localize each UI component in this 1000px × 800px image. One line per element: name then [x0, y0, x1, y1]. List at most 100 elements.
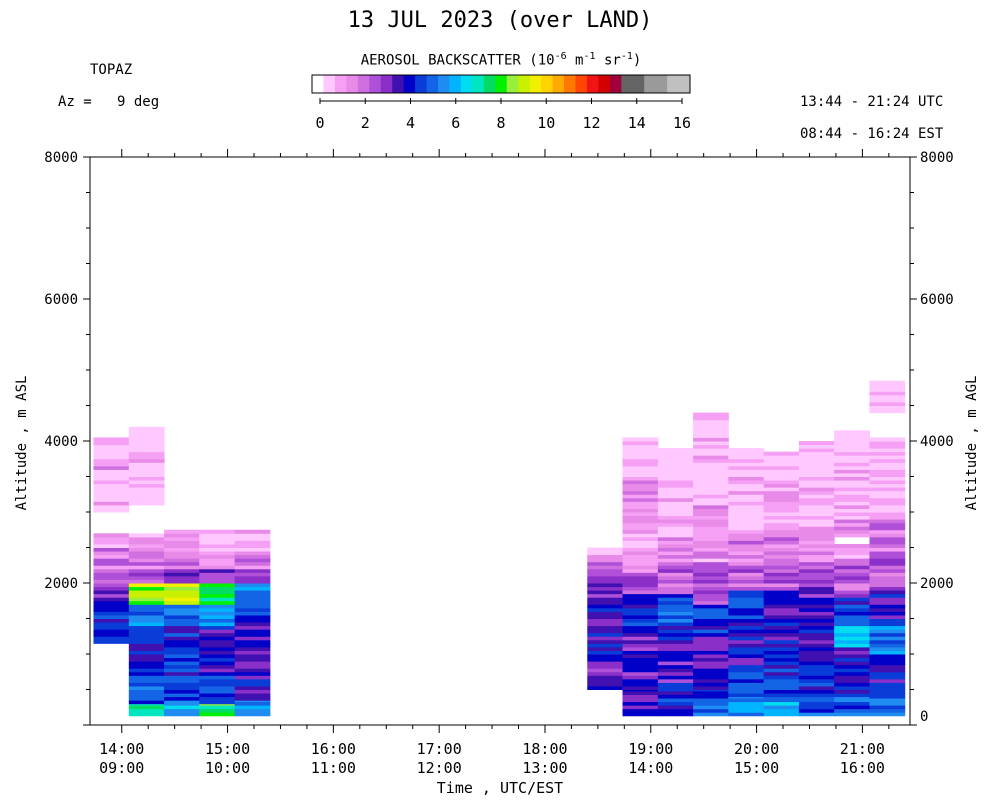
backscatter-cell — [93, 604, 130, 609]
backscatter-cell — [834, 664, 870, 669]
backscatter-cell — [93, 579, 130, 584]
backscatter-cell — [622, 462, 659, 467]
backscatter-cell — [798, 693, 835, 698]
backscatter-cell — [93, 600, 130, 605]
backscatter-cell — [93, 462, 130, 467]
backscatter-cell — [763, 675, 800, 680]
colorbar-swatch — [564, 75, 576, 93]
backscatter-cell — [798, 558, 835, 563]
backscatter-cell — [869, 444, 906, 449]
colorbar-swatch — [380, 75, 393, 93]
backscatter-cell — [798, 519, 835, 524]
backscatter-cell — [763, 636, 800, 641]
backscatter-cell — [128, 451, 165, 456]
backscatter-cell — [128, 433, 165, 438]
colorbar-swatch — [598, 75, 611, 93]
colorbar-swatch — [678, 75, 691, 93]
backscatter-cell — [234, 629, 271, 634]
backscatter-cell — [728, 668, 765, 673]
backscatter-cell — [869, 380, 906, 385]
backscatter-cell — [693, 490, 729, 495]
backscatter-cell — [763, 540, 800, 545]
backscatter-cell — [869, 554, 906, 559]
backscatter-cell — [763, 526, 800, 531]
backscatter-cell — [834, 689, 870, 694]
backscatter-cell — [234, 696, 271, 701]
backscatter-cell — [587, 675, 624, 680]
backscatter-cell — [869, 622, 906, 627]
backscatter-cell — [657, 650, 694, 655]
backscatter-cell — [693, 600, 729, 605]
backscatter-cell — [622, 622, 659, 627]
utc-range-label: 13:44 - 21:24 UTC — [800, 94, 944, 110]
backscatter-cell — [234, 682, 271, 687]
backscatter-cell — [869, 487, 906, 492]
backscatter-cell — [798, 586, 835, 591]
backscatter-cell — [234, 575, 271, 580]
backscatter-cell — [728, 657, 765, 662]
backscatter-cell — [622, 650, 659, 655]
colorbar-swatch — [495, 75, 508, 93]
backscatter-cell — [164, 540, 200, 545]
backscatter-cell — [798, 494, 835, 499]
backscatter-cell — [693, 494, 729, 499]
backscatter-cell — [728, 494, 765, 499]
backscatter-cell — [728, 654, 765, 659]
backscatter-cell — [763, 611, 800, 616]
backscatter-cell — [164, 558, 200, 563]
backscatter-cell — [657, 448, 694, 453]
backscatter-cell — [763, 654, 800, 659]
backscatter-cell — [763, 508, 800, 513]
backscatter-cell — [869, 462, 906, 467]
backscatter-cell — [834, 668, 870, 673]
backscatter-cell — [798, 441, 835, 446]
backscatter-cell — [763, 465, 800, 470]
backscatter-cell — [199, 705, 236, 710]
backscatter-cell — [199, 565, 236, 570]
backscatter-cell — [798, 625, 835, 630]
backscatter-cell — [693, 579, 729, 584]
backscatter-cell — [164, 636, 200, 641]
backscatter-cell — [164, 689, 200, 694]
backscatter-cell — [622, 558, 659, 563]
backscatter-cell — [693, 472, 729, 477]
backscatter-cell — [93, 483, 130, 488]
backscatter-cell — [763, 607, 800, 612]
backscatter-cell — [657, 675, 694, 680]
backscatter-cell — [834, 614, 870, 619]
backscatter-cell — [199, 622, 236, 627]
backscatter-cell — [869, 547, 906, 552]
backscatter-cell — [199, 629, 236, 634]
backscatter-cell — [164, 708, 200, 713]
backscatter-cell — [834, 533, 870, 538]
backscatter-cell — [834, 632, 870, 637]
backscatter-cell — [834, 657, 870, 662]
y-tick-label-right: 4000 — [920, 434, 954, 450]
backscatter-cell — [869, 657, 906, 662]
colorbar-swatch — [323, 75, 336, 93]
backscatter-cell — [834, 444, 870, 449]
backscatter-cell — [128, 554, 165, 559]
backscatter-cell — [693, 668, 729, 673]
backscatter-cell — [622, 480, 659, 485]
backscatter-cell — [93, 583, 130, 588]
backscatter-cell — [657, 671, 694, 676]
backscatter-cell — [128, 661, 165, 666]
backscatter-cell — [234, 607, 271, 612]
backscatter-cell — [763, 512, 800, 517]
backscatter-cell — [128, 671, 165, 676]
backscatter-cell — [693, 547, 729, 552]
backscatter-cell — [728, 607, 765, 612]
backscatter-cell — [164, 614, 200, 619]
backscatter-cell — [128, 540, 165, 545]
backscatter-cell — [763, 696, 800, 699]
backscatter-cell — [199, 632, 236, 637]
est-range-label: 08:44 - 16:24 EST — [800, 126, 944, 142]
backscatter-cell — [834, 678, 870, 683]
page-title: 13 JUL 2023 (over LAND) — [347, 8, 653, 33]
backscatter-cell — [622, 508, 659, 513]
backscatter-cell — [869, 639, 906, 644]
backscatter-cell — [622, 708, 659, 713]
backscatter-cell — [869, 618, 906, 623]
backscatter-cell — [693, 712, 729, 717]
